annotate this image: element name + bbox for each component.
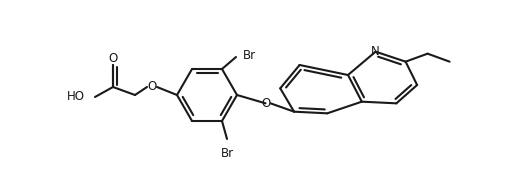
Text: Br: Br (243, 49, 256, 62)
Text: O: O (148, 80, 157, 93)
Text: HO: HO (67, 90, 85, 103)
Text: O: O (108, 53, 118, 66)
Text: Br: Br (221, 147, 234, 160)
Text: N: N (371, 45, 380, 58)
Text: O: O (261, 97, 270, 110)
